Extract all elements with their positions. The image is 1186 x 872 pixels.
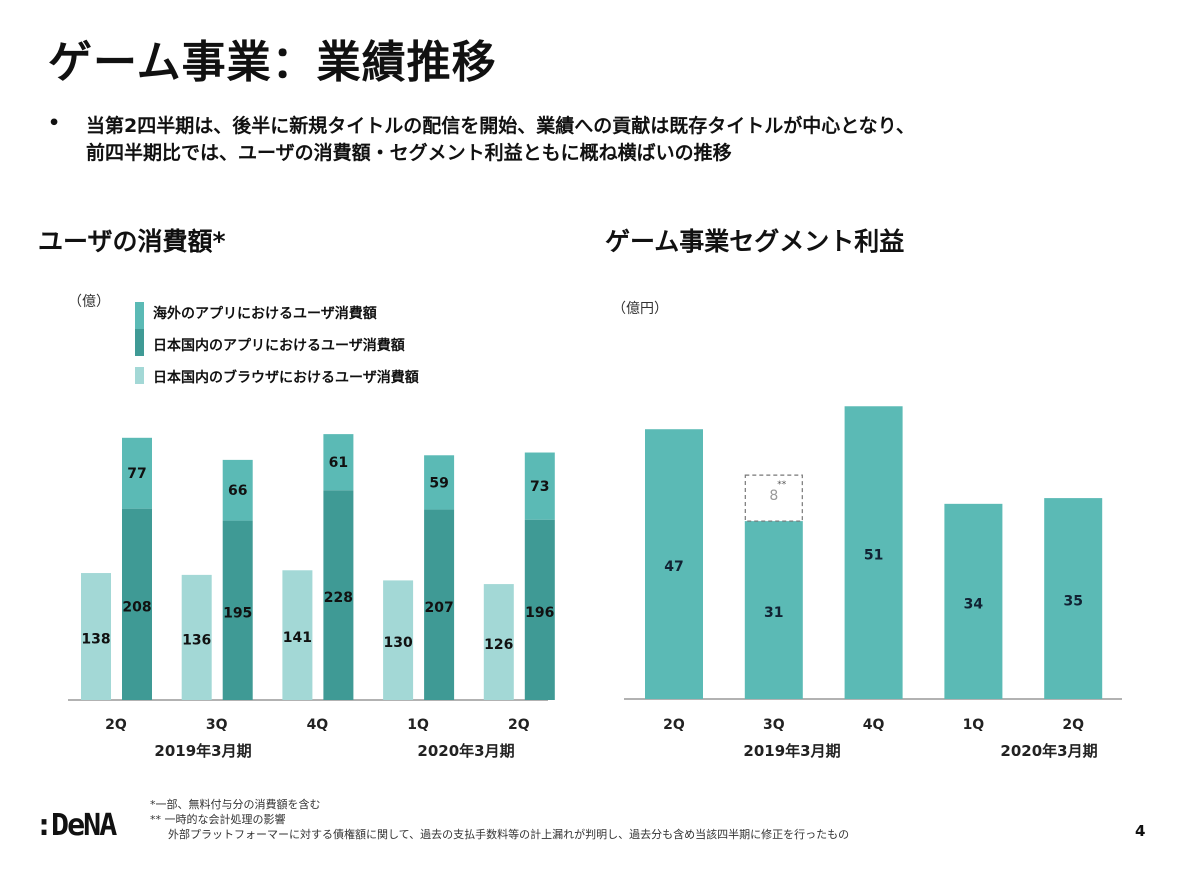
dena-logo: :DeNA (35, 808, 117, 843)
label-overseas-app: 77 (127, 466, 146, 482)
bullet-marker: • (48, 112, 61, 134)
footnote-3: 外部プラットフォーマーに対する債権額に関して、過去の支払手数料等の計上漏れが判明… (168, 828, 850, 841)
bar-domestic-browser (81, 573, 111, 700)
label-overseas-app: 73 (530, 479, 549, 495)
x-tick-label: 2Q (508, 717, 530, 733)
label-segment-profit: 34 (964, 596, 984, 612)
period-label: 2020年3月期 (417, 742, 514, 760)
label-domestic-app: 195 (223, 605, 252, 621)
label-domestic-browser: 136 (182, 632, 211, 648)
label-domestic-app: 208 (122, 599, 151, 615)
label-domestic-app: 196 (525, 605, 554, 621)
label-domestic-browser: 126 (484, 637, 513, 653)
bar-domestic-app (122, 508, 152, 700)
right-chart-title: ゲーム事業セグメント利益 (605, 227, 905, 256)
summary-line-2: 前四半期比では、ユーザの消費額・セグメント利益ともに概ね横ばいの推移 (86, 142, 732, 164)
bar-segment-profit (944, 503, 1003, 699)
bar-domestic-app (524, 519, 555, 700)
label-segment-profit: 31 (764, 605, 783, 621)
bar-domestic-browser (181, 574, 212, 700)
bar-overseas-app (323, 434, 354, 491)
period-label: 2019年3月期 (154, 742, 251, 760)
bar-overseas-app (524, 452, 555, 520)
x-tick-label: 4Q (863, 717, 885, 733)
bar-overseas-app (122, 437, 152, 509)
bar-domestic-browser (282, 570, 313, 700)
label-adjustment: 8 (769, 488, 778, 504)
bar-segment-profit (744, 521, 803, 699)
bar-domestic-browser (483, 584, 514, 700)
x-tick-label: 3Q (763, 717, 785, 733)
right-chart-unit: （億円） (612, 301, 668, 317)
page-number: 4 (1135, 822, 1146, 840)
period-label: 2019年3月期 (743, 742, 840, 760)
legend-swatch-domestic-app (135, 329, 144, 356)
label-overseas-app: 66 (228, 483, 247, 499)
legend-overseas-app: 海外のアプリにおけるユーザ消費額 (153, 306, 377, 322)
label-domestic-browser: 141 (283, 630, 312, 646)
bar-segment-profit (844, 406, 903, 699)
page-title: ゲーム事業：業績推移 (48, 37, 497, 88)
bar-overseas-app (222, 459, 253, 521)
bar-segment-profit (645, 429, 703, 699)
left-chart-title: ユーザの消費額* (38, 227, 226, 256)
bar-overseas-app (424, 455, 455, 510)
label-domestic-app: 228 (324, 590, 353, 606)
left-chart-unit: （億） (68, 294, 110, 310)
x-tick-label: 1Q (963, 717, 985, 733)
label-domestic-browser: 130 (383, 635, 412, 651)
x-tick-label: 1Q (407, 717, 429, 733)
legend-swatch-domestic-browser (135, 367, 144, 384)
bar-segment-profit (1044, 498, 1103, 699)
legend-domestic-app: 日本国内のアプリにおけるユーザ消費額 (153, 338, 405, 354)
label-overseas-app: 61 (329, 455, 348, 471)
legend-swatch-overseas-app (135, 302, 144, 329)
bar-adjustment-dashed (744, 474, 803, 522)
bar-domestic-browser (383, 580, 414, 700)
label-segment-profit: 51 (864, 548, 883, 564)
x-tick-label: 2Q (663, 717, 685, 733)
legend-domestic-browser: 日本国内のブラウザにおけるユーザ消費額 (153, 370, 419, 386)
adjustment-footnote-marker: ** (777, 480, 787, 490)
x-tick-label: 4Q (307, 717, 329, 733)
period-label: 2020年3月期 (1000, 742, 1097, 760)
summary-line-1: 当第2四半期は、後半に新規タイトルの配信を開始、業績への貢献は既存タイトルが中心… (86, 115, 915, 137)
label-domestic-app: 207 (424, 600, 453, 616)
label-overseas-app: 59 (429, 475, 448, 491)
bar-domestic-app (424, 509, 455, 700)
label-segment-profit: 47 (664, 559, 683, 575)
footnote-1: *一部、無料付与分の消費額を含む (150, 798, 321, 811)
label-domestic-browser: 138 (81, 632, 110, 648)
label-segment-profit: 35 (1063, 594, 1082, 610)
x-tick-label: 3Q (206, 717, 228, 733)
x-tick-label: 2Q (105, 717, 127, 733)
footnote-2: ** 一時的な会計処理の影響 (150, 813, 286, 826)
bar-domestic-app (222, 520, 253, 700)
bar-domestic-app (323, 490, 354, 700)
x-tick-label: 2Q (1062, 717, 1084, 733)
